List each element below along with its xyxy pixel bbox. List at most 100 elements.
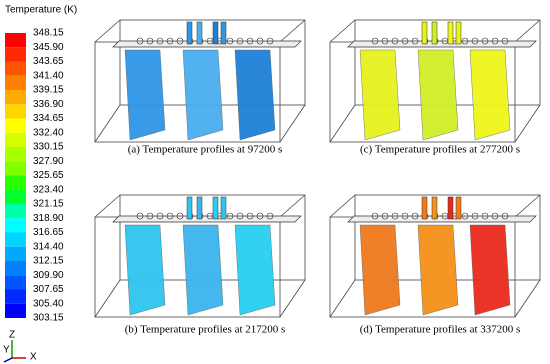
component	[146, 212, 154, 220]
component	[391, 212, 399, 220]
component	[176, 212, 184, 220]
colorbar-label: 339.15	[33, 85, 64, 96]
component	[226, 212, 234, 220]
colorbar-label: 336.90	[33, 99, 64, 110]
colorbar-label: 325.65	[33, 170, 64, 181]
sheet	[124, 49, 166, 141]
component	[481, 37, 489, 45]
pipe	[212, 196, 219, 220]
component	[401, 37, 409, 45]
panel	[94, 194, 306, 318]
component	[166, 37, 174, 45]
pipe	[186, 196, 193, 220]
component	[411, 37, 419, 45]
colorbar-swatch	[5, 204, 26, 219]
sheet	[359, 49, 401, 141]
axis-y: Y	[3, 345, 10, 356]
panel	[94, 19, 306, 143]
component	[501, 37, 509, 45]
box-edges	[329, 194, 541, 318]
colorbar-label: 321.15	[33, 199, 64, 210]
colorbar-swatch	[5, 275, 26, 290]
component	[461, 212, 469, 220]
pipe	[421, 196, 428, 220]
sheet	[182, 49, 224, 141]
colorbar-swatch	[5, 218, 26, 233]
component	[491, 37, 499, 45]
colorbar-swatch	[5, 75, 26, 90]
component	[371, 37, 379, 45]
component	[461, 37, 469, 45]
component	[256, 37, 264, 45]
component	[156, 212, 164, 220]
axis-triad: Z X Y	[3, 330, 37, 363]
colorbar-swatch	[5, 132, 26, 147]
colorbar-label: 348.15	[33, 28, 64, 39]
colorbar-title: Temperature (K)	[5, 5, 77, 16]
colorbar-label: 345.90	[33, 42, 64, 53]
pipe	[431, 196, 438, 220]
component	[236, 37, 244, 45]
panel	[329, 19, 541, 143]
colorbar-swatch	[5, 61, 26, 76]
component	[481, 212, 489, 220]
caption: (d) Temperature profiles at 337200 s	[360, 324, 521, 336]
component	[266, 212, 274, 220]
colorbar-swatch	[5, 90, 26, 105]
sheet	[469, 49, 511, 141]
colorbar-swatch	[5, 118, 26, 133]
colorbar-swatch	[5, 189, 26, 204]
plate	[112, 215, 302, 223]
sheet	[124, 224, 166, 316]
colorbar-label: 312.15	[33, 256, 64, 267]
colorbar-swatch	[5, 289, 26, 304]
pipe	[220, 196, 227, 220]
sheet	[234, 49, 276, 141]
pipe	[196, 196, 203, 220]
component	[256, 212, 264, 220]
box-edges	[94, 194, 306, 318]
colorbar-swatch	[5, 147, 26, 162]
plate	[112, 40, 302, 48]
pipe	[447, 196, 454, 220]
component	[391, 37, 399, 45]
panel	[329, 194, 541, 318]
colorbar: 348.15 345.90 343.65 341.40 339.15 336.90 334.…	[5, 28, 64, 324]
sheet	[417, 224, 459, 316]
component	[371, 212, 379, 220]
colorbar-label: 323.40	[33, 184, 64, 195]
axis-z: Z	[9, 330, 15, 341]
colorbar-label: 307.65	[33, 284, 64, 295]
component	[136, 37, 144, 45]
colorbar-swatch	[5, 161, 26, 176]
colorbar-label: 318.90	[33, 213, 64, 224]
component	[471, 37, 479, 45]
caption: (b) Temperature profiles at 217200 s	[125, 324, 286, 336]
caption: (a) Temperature profiles at 97200 s	[128, 144, 283, 156]
component	[246, 212, 254, 220]
component	[146, 37, 154, 45]
component	[501, 212, 509, 220]
colorbar-swatch	[5, 261, 26, 276]
plate	[347, 40, 537, 48]
pipe	[186, 21, 193, 45]
colorbar-label: 334.65	[33, 113, 64, 124]
component	[491, 212, 499, 220]
component	[381, 212, 389, 220]
colorbar-swatch	[5, 104, 26, 119]
plate	[347, 215, 537, 223]
colorbar-label: 316.65	[33, 227, 64, 238]
pipe	[447, 21, 454, 45]
sheet	[417, 49, 459, 141]
panels: (a) Temperature profiles at 97200 s (c) T…	[94, 19, 541, 336]
colorbar-swatch	[5, 175, 26, 190]
pipe	[212, 21, 219, 45]
pipe	[421, 21, 428, 45]
colorbar-label: 330.15	[33, 142, 64, 153]
component	[236, 212, 244, 220]
colorbar-label: 314.40	[33, 241, 64, 252]
component	[176, 37, 184, 45]
component	[381, 37, 389, 45]
component	[266, 37, 274, 45]
